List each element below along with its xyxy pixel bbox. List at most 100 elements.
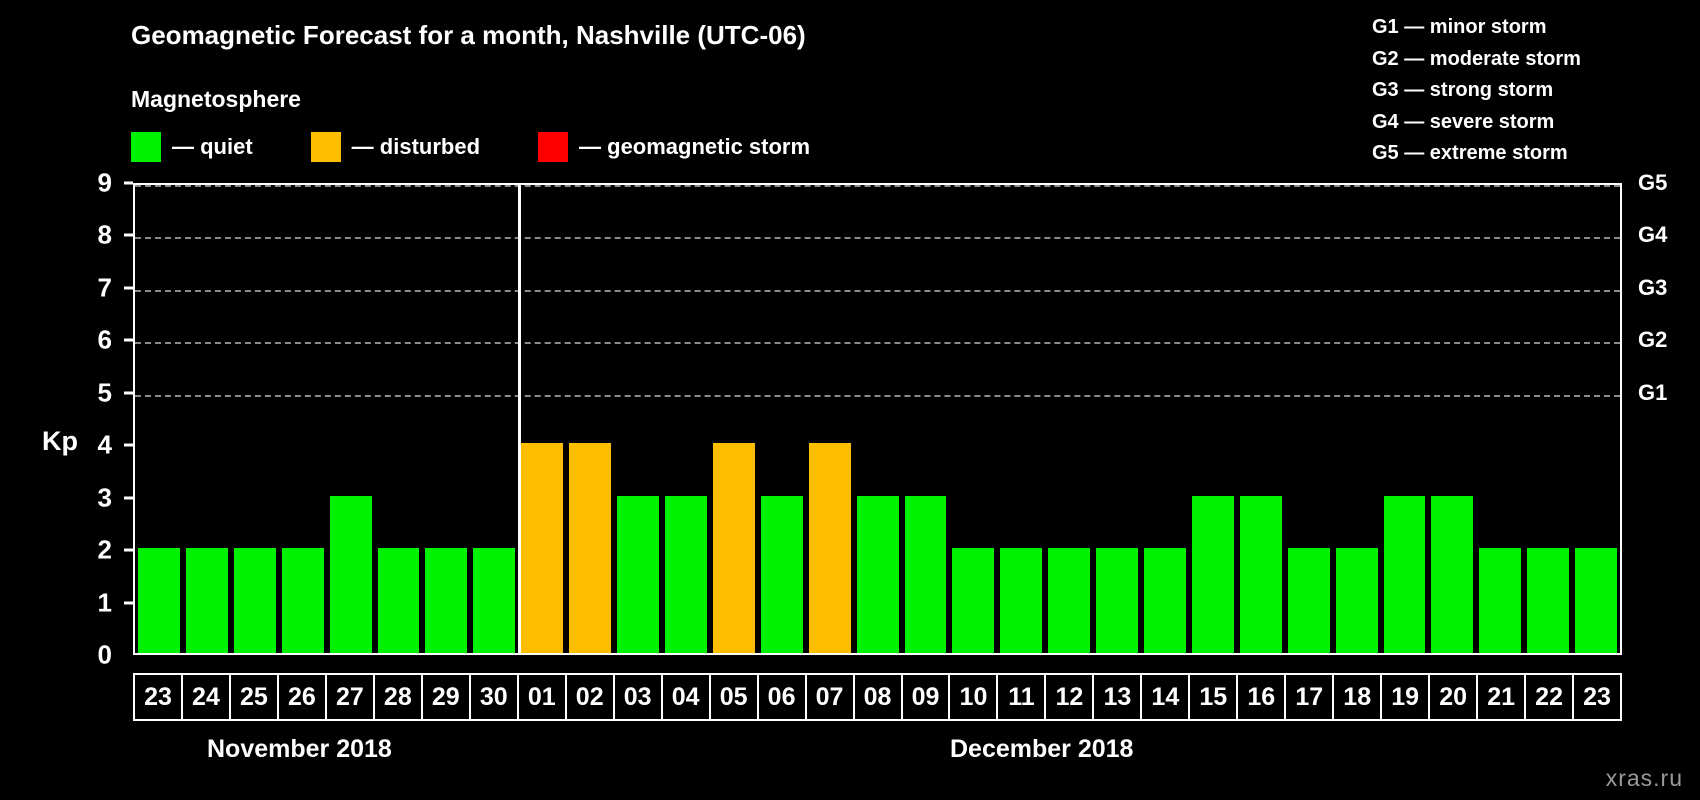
bar-cell[interactable] [806, 185, 854, 653]
bar[interactable] [1335, 548, 1378, 653]
bar-cell[interactable] [566, 185, 614, 653]
bar-cell[interactable] [614, 185, 662, 653]
bar-series [135, 185, 1620, 653]
date-label-cell[interactable]: 07 [806, 675, 855, 719]
date-label-cell[interactable]: 01 [518, 675, 567, 719]
bar[interactable] [1191, 495, 1234, 653]
date-label-cell[interactable]: 13 [1094, 675, 1143, 719]
bar[interactable] [377, 548, 420, 653]
date-label-cell[interactable]: 04 [662, 675, 711, 719]
bar-cell[interactable] [135, 185, 183, 653]
bar[interactable] [185, 548, 228, 653]
bar[interactable] [233, 548, 276, 653]
date-label-cell[interactable]: 03 [614, 675, 663, 719]
bar-cell[interactable] [1381, 185, 1429, 653]
bar[interactable] [1144, 548, 1186, 653]
date-label-cell[interactable]: 22 [1526, 675, 1575, 719]
bar-cell[interactable] [470, 185, 518, 653]
bar[interactable] [712, 443, 755, 653]
bar-cell[interactable] [662, 185, 710, 653]
bar[interactable] [1096, 548, 1139, 653]
bar-cell[interactable] [1189, 185, 1237, 653]
date-label-cell[interactable]: 24 [182, 675, 231, 719]
bar-cell[interactable] [518, 185, 566, 653]
bar[interactable] [521, 443, 564, 653]
date-label-cell[interactable]: 25 [230, 675, 279, 719]
date-label-cell[interactable]: 10 [950, 675, 999, 719]
date-label-cell[interactable]: 27 [326, 675, 375, 719]
date-label-cell[interactable]: 30 [470, 675, 519, 719]
date-label-cell[interactable]: 02 [566, 675, 615, 719]
bar-cell[interactable] [375, 185, 423, 653]
bar-cell[interactable] [1524, 185, 1572, 653]
date-label-cell[interactable]: 09 [902, 675, 951, 719]
bar-cell[interactable] [327, 185, 375, 653]
bar[interactable] [473, 548, 516, 653]
date-label-cell[interactable]: 18 [1334, 675, 1383, 719]
bar[interactable] [664, 495, 707, 653]
bar-cell[interactable] [231, 185, 279, 653]
bar-cell[interactable] [1333, 185, 1381, 653]
bar-cell[interactable] [1093, 185, 1141, 653]
bar[interactable] [856, 495, 899, 653]
date-label-cell[interactable]: 08 [854, 675, 903, 719]
bar[interactable] [1431, 495, 1474, 653]
watermark: xras.ru [1605, 765, 1683, 791]
bar-cell[interactable] [1572, 185, 1620, 653]
date-label-cell[interactable]: 28 [374, 675, 423, 719]
bar[interactable] [1287, 548, 1330, 653]
bar[interactable] [760, 495, 803, 653]
bar[interactable] [1575, 548, 1618, 653]
bar-cell[interactable] [279, 185, 327, 653]
date-label-cell[interactable]: 14 [1142, 675, 1191, 719]
bar-cell[interactable] [183, 185, 231, 653]
bar[interactable] [1479, 548, 1522, 653]
bar-cell[interactable] [1428, 185, 1476, 653]
green-square-icon [131, 132, 161, 162]
date-label-cell[interactable]: 15 [1190, 675, 1239, 719]
g-scale-legend: G1 — minor storm G2 — moderate storm G3 — … [1262, 12, 1682, 170]
bar[interactable] [1239, 495, 1282, 653]
bar-cell[interactable] [1476, 185, 1524, 653]
date-label-cell[interactable]: 17 [1286, 675, 1335, 719]
date-label-cell[interactable]: 26 [278, 675, 327, 719]
date-label-cell[interactable]: 11 [998, 675, 1047, 719]
bar[interactable] [281, 548, 324, 653]
bar-cell[interactable] [758, 185, 806, 653]
date-label-cell[interactable]: 19 [1382, 675, 1431, 719]
bar-cell[interactable] [1237, 185, 1285, 653]
bar[interactable] [569, 443, 612, 653]
bar-cell[interactable] [902, 185, 950, 653]
bar[interactable] [138, 548, 180, 653]
bar-cell[interactable] [422, 185, 470, 653]
bar[interactable] [329, 495, 372, 653]
bar[interactable] [1527, 548, 1570, 653]
date-label-cell[interactable]: 20 [1430, 675, 1479, 719]
gridline [135, 394, 1620, 397]
date-label-cell[interactable]: 29 [422, 675, 471, 719]
date-label-cell[interactable]: 12 [1046, 675, 1095, 719]
page-title: Geomagnetic Forecast for a month, Nashvi… [131, 20, 806, 50]
bar[interactable] [1000, 548, 1043, 653]
bar-cell[interactable] [854, 185, 902, 653]
bar[interactable] [904, 495, 947, 653]
bar-cell[interactable] [1285, 185, 1333, 653]
bar-cell[interactable] [997, 185, 1045, 653]
bar[interactable] [808, 443, 851, 653]
bar[interactable] [952, 548, 995, 653]
bar[interactable] [1383, 495, 1426, 653]
date-label-cell[interactable]: 21 [1478, 675, 1527, 719]
bar-cell[interactable] [1141, 185, 1189, 653]
bar-cell[interactable] [1045, 185, 1093, 653]
date-label-cell[interactable]: 06 [758, 675, 807, 719]
legend-item-label: — disturbed [351, 134, 481, 159]
bar[interactable] [425, 548, 468, 653]
bar-cell[interactable] [710, 185, 758, 653]
date-label-cell[interactable]: 05 [710, 675, 759, 719]
date-label-cell[interactable]: 23 [1574, 675, 1621, 719]
date-label-cell[interactable]: 16 [1238, 675, 1287, 719]
bar[interactable] [1048, 548, 1091, 653]
date-label-cell[interactable]: 23 [135, 675, 183, 719]
bar-cell[interactable] [949, 185, 997, 653]
bar[interactable] [617, 495, 659, 653]
